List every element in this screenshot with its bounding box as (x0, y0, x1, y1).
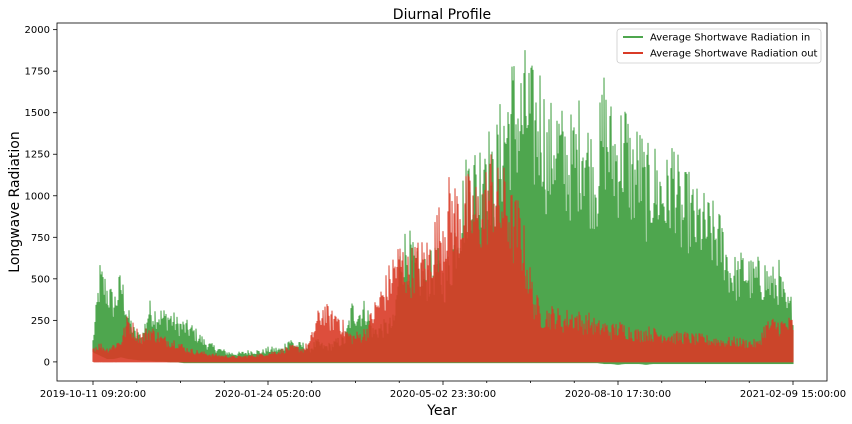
x-axis: 2019-10-11 09:20:00 2020-01-24 05:20:00 20… (40, 381, 846, 400)
x-tick-label: 2019-10-11 09:20:00 (40, 389, 146, 400)
y-tick-label-1500: 1500 (25, 108, 50, 119)
y-tick-label-1750: 1750 (25, 67, 50, 78)
y-tick-label-1250: 1250 (25, 150, 50, 161)
y-tick-label-2000: 2000 (25, 25, 50, 36)
x-tick-label: 2020-01-24 05:20:00 (215, 389, 321, 400)
y-tick-label-0: 0 (44, 357, 50, 368)
legend-label-shortwave-in: Average Shortwave Radiation in (650, 33, 810, 44)
x-tick-label: 2020-05-02 23:30:00 (390, 389, 496, 400)
legend-box (616, 28, 822, 64)
x-axis-title: Year (426, 403, 457, 419)
y-tick-label-1000: 1000 (25, 191, 50, 202)
y-tick-label-250: 250 (31, 316, 50, 327)
series-layer (92, 50, 794, 365)
chart-title: Diurnal Profile (393, 7, 491, 23)
y-tick-label-750: 750 (31, 233, 50, 244)
y-axis-title: Longwave Radiation (7, 131, 23, 272)
legend-label-shortwave-out: Average Shortwave Radiation out (650, 49, 818, 60)
series-line-1 (92, 154, 794, 363)
y-axis: 0 250 500 750 1000 1250 1500 1750 2000 (25, 25, 57, 368)
x-tick-label: 2020-08-10 17:30:00 (565, 389, 671, 400)
legend: Average Shortwave Radiation in Average S… (616, 28, 822, 64)
y-tick-label-500: 500 (31, 274, 50, 285)
x-tick-label: 2021-02-09 15:00:00 (740, 389, 846, 400)
